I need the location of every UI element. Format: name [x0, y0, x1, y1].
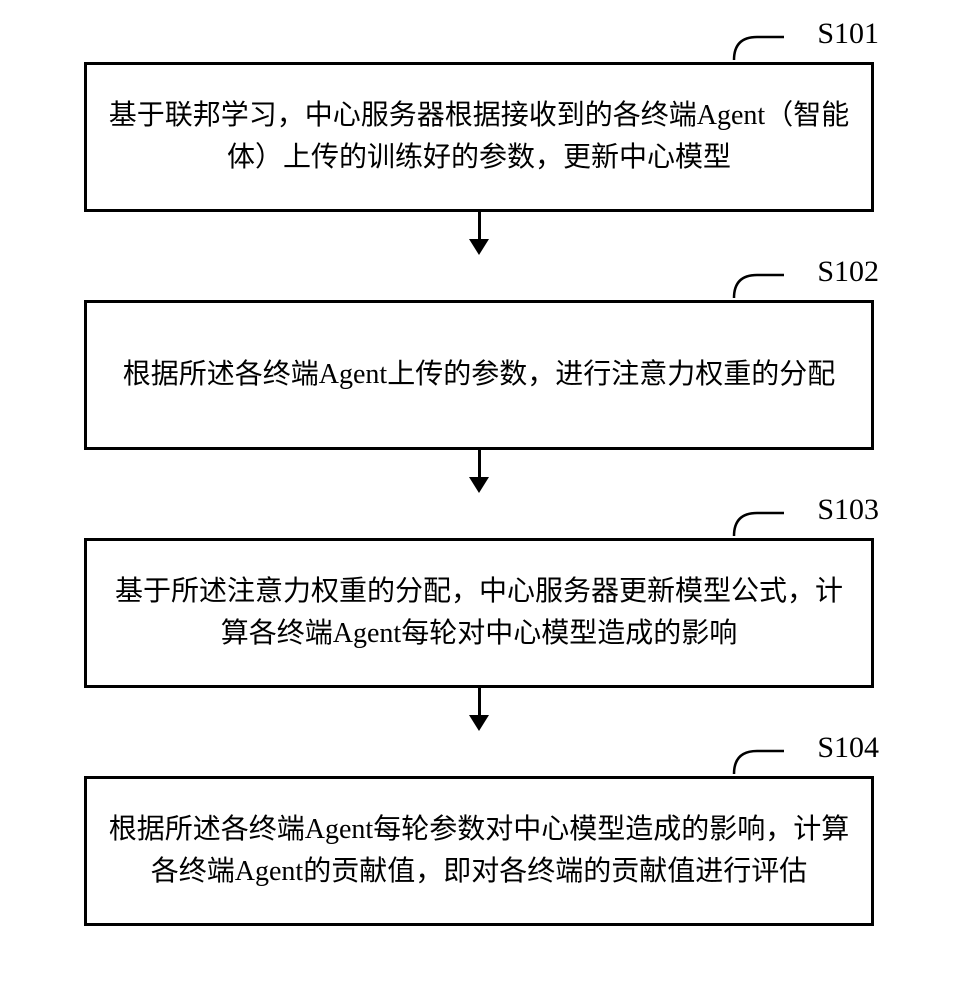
arrow-2	[469, 450, 489, 493]
arrow-line-2	[478, 450, 481, 478]
arrow-3	[469, 688, 489, 731]
step-wrapper-2: S102 根据所述各终端Agent上传的参数，进行注意力权重的分配	[84, 300, 874, 450]
flowchart-box-4: 根据所述各终端Agent每轮参数对中心模型造成的影响，计算各终端Agent的贡献…	[84, 776, 874, 926]
step-label-1: S101	[817, 17, 879, 51]
flowchart-text-2: 根据所述各终端Agent上传的参数，进行注意力权重的分配	[103, 344, 855, 406]
step-wrapper-1: S101 基于联邦学习，中心服务器根据接收到的各终端Agent（智能体）上传的训…	[84, 62, 874, 212]
arrow-line-3	[478, 688, 481, 716]
arrow-line-1	[478, 212, 481, 240]
arrowhead-2	[469, 477, 489, 493]
bracket-s104	[729, 739, 789, 779]
step-label-4: S104	[817, 731, 879, 765]
flowchart-box-1: 基于联邦学习，中心服务器根据接收到的各终端Agent（智能体）上传的训练好的参数…	[84, 62, 874, 212]
flowchart-container: S101 基于联邦学习，中心服务器根据接收到的各终端Agent（智能体）上传的训…	[84, 20, 874, 926]
flowchart-text-4: 根据所述各终端Agent每轮参数对中心模型造成的影响，计算各终端Agent的贡献…	[87, 799, 871, 903]
flowchart-box-3: 基于所述注意力权重的分配，中心服务器更新模型公式，计算各终端Agent每轮对中心…	[84, 538, 874, 688]
arrow-1	[469, 212, 489, 255]
arrowhead-3	[469, 715, 489, 731]
bracket-s103	[729, 501, 789, 541]
bracket-s102	[729, 263, 789, 303]
step-wrapper-3: S103 基于所述注意力权重的分配，中心服务器更新模型公式，计算各终端Agent…	[84, 538, 874, 688]
step-wrapper-4: S104 根据所述各终端Agent每轮参数对中心模型造成的影响，计算各终端Age…	[84, 776, 874, 926]
step-label-3: S103	[817, 493, 879, 527]
step-label-2: S102	[817, 255, 879, 289]
flowchart-box-2: 根据所述各终端Agent上传的参数，进行注意力权重的分配	[84, 300, 874, 450]
arrowhead-1	[469, 239, 489, 255]
bracket-s101	[729, 25, 789, 65]
flowchart-text-3: 基于所述注意力权重的分配，中心服务器更新模型公式，计算各终端Agent每轮对中心…	[87, 561, 871, 665]
flowchart-text-1: 基于联邦学习，中心服务器根据接收到的各终端Agent（智能体）上传的训练好的参数…	[87, 85, 871, 189]
